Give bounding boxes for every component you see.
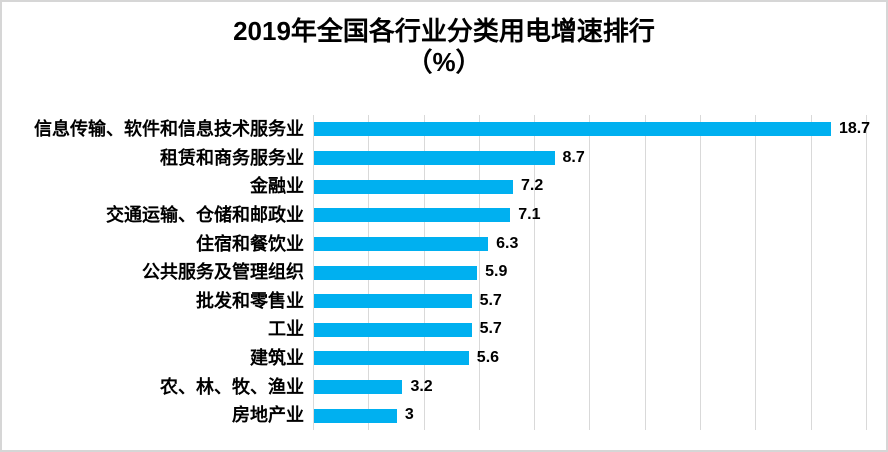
chart-title-line2: （%） <box>406 47 482 77</box>
category-label: 住宿和餐饮业 <box>196 233 304 254</box>
value-label: 8.7 <box>562 148 585 166</box>
value-label: 5.7 <box>479 291 502 309</box>
bar <box>314 208 511 223</box>
bar <box>314 351 469 366</box>
gridline <box>478 115 480 430</box>
category-label: 农、林、牧、渔业 <box>160 376 304 397</box>
value-label: 6.3 <box>496 234 519 252</box>
chart-title: 2019年全国各行业分类用电增速排行 （%） <box>2 16 886 78</box>
bar <box>314 179 514 194</box>
category-label: 交通运输、仓储和邮政业 <box>106 204 304 225</box>
value-label: 7.1 <box>518 205 541 223</box>
category-label: 租赁和商务服务业 <box>160 147 304 168</box>
category-label: 公共服务及管理组织 <box>142 262 304 283</box>
gridline <box>700 115 702 430</box>
value-label: 5.6 <box>476 349 500 367</box>
gridline <box>755 115 757 430</box>
gridline <box>644 115 646 430</box>
gridline <box>534 115 536 430</box>
gridline <box>313 115 314 430</box>
plot-area: 18.7 8.7 7.2 7.1 6.3 5.9 5.7 5.7 5.6 3.2 3 <box>313 115 886 430</box>
gridline <box>865 115 867 430</box>
gridline <box>589 115 591 430</box>
bar <box>314 236 489 251</box>
bar <box>314 322 472 337</box>
bar <box>314 380 403 395</box>
category-label: 信息传输、软件和信息技术服务业 <box>34 119 304 139</box>
value-label: 3.2 <box>410 377 433 395</box>
value-label: 5.9 <box>485 263 508 281</box>
bar <box>314 265 478 280</box>
category-label: 金融业 <box>250 176 304 197</box>
category-axis: 信息传输、软件和信息技术服务业租赁和商务服务业金融业交通运输、仓储和邮政业住宿和… <box>2 115 308 430</box>
bar <box>314 294 472 309</box>
bar <box>314 150 555 165</box>
category-label: 房地产业 <box>232 405 304 426</box>
category-label: 建筑业 <box>250 348 304 369</box>
gridline <box>810 115 812 430</box>
value-label: 18.7 <box>838 120 871 137</box>
category-label: 批发和零售业 <box>196 290 304 311</box>
chart-title-line1: 2019年全国各行业分类用电增速排行 <box>233 16 655 46</box>
value-label: 3 <box>404 406 414 424</box>
bar <box>314 408 397 423</box>
value-label: 5.7 <box>479 320 502 338</box>
value-label: 7.2 <box>521 177 544 195</box>
bar <box>314 122 831 137</box>
category-label: 工业 <box>268 319 304 340</box>
